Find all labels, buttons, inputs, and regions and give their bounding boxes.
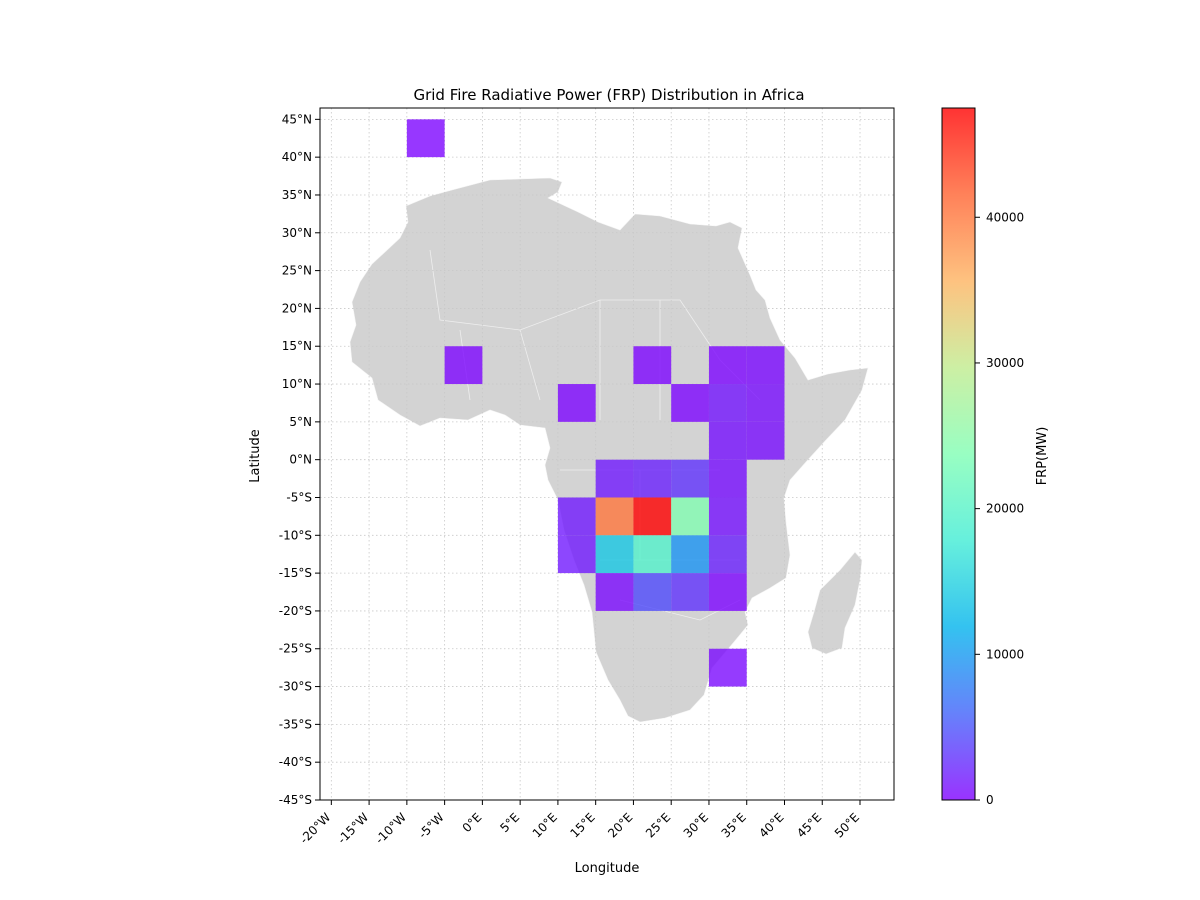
heatmap-cell xyxy=(671,459,709,498)
heatmap-cell xyxy=(671,384,709,422)
heatmap-cell xyxy=(595,573,634,611)
x-tick-label: -10°W xyxy=(373,810,409,846)
heatmap-cell xyxy=(557,384,596,422)
x-tick-label: -20°W xyxy=(297,810,333,846)
heatmap-cell xyxy=(633,346,672,385)
x-tick-label: 0°E xyxy=(460,810,485,835)
heatmap-cell xyxy=(708,421,747,460)
heatmap-cell xyxy=(557,497,596,536)
y-axis-label: Latitude xyxy=(248,429,263,483)
heatmap-cell xyxy=(708,384,747,422)
y-tick-label: 35°N xyxy=(282,188,312,202)
heatmap-cell xyxy=(671,497,709,536)
y-tick-label: -20°S xyxy=(279,604,312,618)
y-tick-label: 30°N xyxy=(282,226,312,240)
heatmap-cell xyxy=(444,346,483,385)
x-tick-label: -15°W xyxy=(335,810,371,846)
y-tick-label: 45°N xyxy=(282,112,312,126)
y-tick-label: -10°S xyxy=(279,528,312,542)
plot-area xyxy=(320,108,894,800)
x-tick-label: -5°W xyxy=(416,810,447,841)
y-tick-label: 20°N xyxy=(282,301,312,315)
heatmap-cell xyxy=(633,573,672,611)
y-tick-label: -5°S xyxy=(286,490,312,504)
heatmap-cell xyxy=(595,497,634,536)
heatmap-cell xyxy=(746,384,785,422)
colorbar-tick-label: 0 xyxy=(986,793,994,807)
x-tick-label: 45°E xyxy=(794,810,824,840)
y-axis-ticks: 45°N 40°N 35°N 30°N 25°N 20°N 15°N 10°N 5°N 0°N -5… xyxy=(279,112,320,807)
y-tick-label: -25°S xyxy=(279,642,312,656)
heatmap-cell xyxy=(633,459,672,498)
x-tick-label: 20°E xyxy=(605,810,635,840)
heatmap-cell xyxy=(406,119,445,158)
y-tick-label: 5°N xyxy=(289,415,312,429)
x-tick-label: 30°E xyxy=(681,810,711,840)
x-tick-label: 35°E xyxy=(719,810,749,840)
heatmap-cell xyxy=(633,535,672,574)
heatmap-cell xyxy=(708,459,747,498)
heatmap-cell xyxy=(708,535,747,574)
colorbar-label: FRP(MW) xyxy=(1035,427,1050,486)
heatmap-cells xyxy=(406,119,785,687)
heatmap-cell xyxy=(595,459,634,498)
x-axis-label: Longitude xyxy=(575,861,640,876)
chart-title: Grid Fire Radiative Power (FRP) Distribu… xyxy=(413,86,804,104)
plot-frame xyxy=(319,107,895,801)
y-tick-label: 15°N xyxy=(282,339,312,353)
x-tick-label: 40°E xyxy=(756,810,786,840)
heatmap-cell xyxy=(557,535,596,574)
heatmap-cell xyxy=(746,421,785,460)
y-tick-label: -15°S xyxy=(279,566,312,580)
x-tick-label: 15°E xyxy=(567,810,597,840)
colorbar-gradient xyxy=(941,107,976,801)
heatmap-cell xyxy=(671,535,709,574)
heatmap-cell xyxy=(708,346,747,385)
colorbar-tick-label: 10000 xyxy=(986,647,1024,661)
colorbar-ticks: 0 10000 20000 30000 40000 xyxy=(975,210,1024,807)
colorbar-tick-label: 20000 xyxy=(986,502,1024,516)
y-tick-label: 0°N xyxy=(289,453,312,467)
x-tick-label: 50°E xyxy=(832,810,862,840)
colorbar-tick-label: 40000 xyxy=(986,210,1024,224)
y-tick-label: 25°N xyxy=(282,264,312,278)
heatmap-cell xyxy=(633,497,672,536)
x-tick-label: 5°E xyxy=(497,810,522,835)
x-tick-label: 25°E xyxy=(643,810,673,840)
y-tick-label: -35°S xyxy=(279,717,312,731)
y-tick-label: -45°S xyxy=(279,793,312,807)
colorbar-tick-label: 30000 xyxy=(986,356,1024,370)
colorbar: 0 10000 20000 30000 40000 FRP(MW) xyxy=(941,107,1050,807)
x-axis-ticks: -20°W -15°W -10°W -5°W 0°E 5°E 10°E 15°E 20°E 25°… xyxy=(297,800,862,847)
y-tick-label: 10°N xyxy=(282,377,312,391)
heatmap-cell xyxy=(671,573,709,611)
heatmap-cell xyxy=(708,648,747,687)
y-tick-label: -30°S xyxy=(279,680,312,694)
heatmap-cell xyxy=(746,346,785,385)
x-tick-label: 10°E xyxy=(530,810,560,840)
y-tick-label: -40°S xyxy=(279,755,312,769)
heatmap-cell xyxy=(708,497,747,536)
heatmap-cell xyxy=(595,535,634,574)
y-tick-label: 40°N xyxy=(282,150,312,164)
heatmap-cell xyxy=(708,573,747,611)
